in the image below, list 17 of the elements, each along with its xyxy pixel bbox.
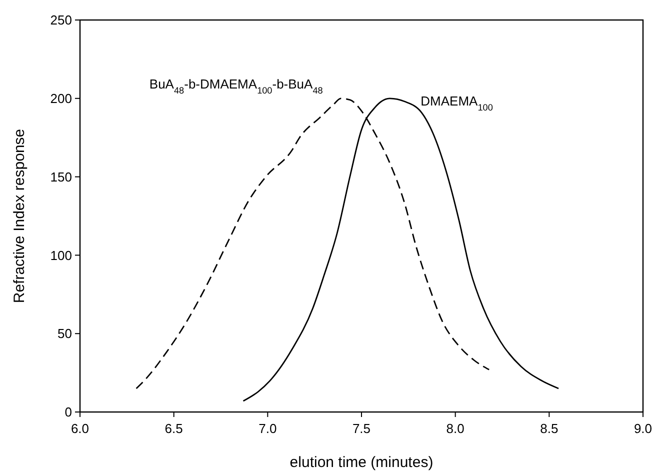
x-tick-label: 7.0 — [258, 421, 277, 436]
y-tick-label: 0 — [64, 404, 72, 420]
x-tick-label: 6.5 — [164, 421, 183, 436]
y-tick-label: 100 — [50, 248, 72, 263]
y-tick-label: 200 — [50, 90, 72, 106]
x-tick-label: 6.0 — [70, 421, 90, 436]
x-axis-title: elution time (minutes) — [290, 454, 434, 471]
series-label: BuA$_{48}$-b-DMAEMA$_{100}$-b-BuA$_{48}$ — [149, 76, 323, 96]
x-tick-label: 8.5 — [540, 421, 558, 436]
y-tick-label: 50 — [58, 326, 72, 342]
y-axis-title: Refractive Index response — [11, 128, 28, 304]
y-tick-label: 150 — [50, 169, 72, 184]
x-tick-label: 8.0 — [446, 421, 464, 436]
x-tick-label: 7.5 — [352, 421, 371, 436]
series-label: DMAEMA$_{100}$ — [420, 93, 493, 112]
y-tick-label: 250 — [50, 12, 72, 28]
x-tick-label: 9.0 — [634, 421, 652, 436]
